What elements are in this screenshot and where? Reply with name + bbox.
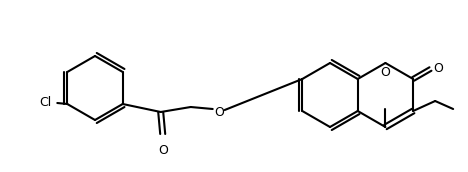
Text: O: O: [380, 66, 390, 79]
Text: O: O: [214, 105, 224, 119]
Text: Cl: Cl: [39, 96, 51, 110]
Text: O: O: [433, 62, 443, 76]
Text: O: O: [158, 144, 168, 157]
